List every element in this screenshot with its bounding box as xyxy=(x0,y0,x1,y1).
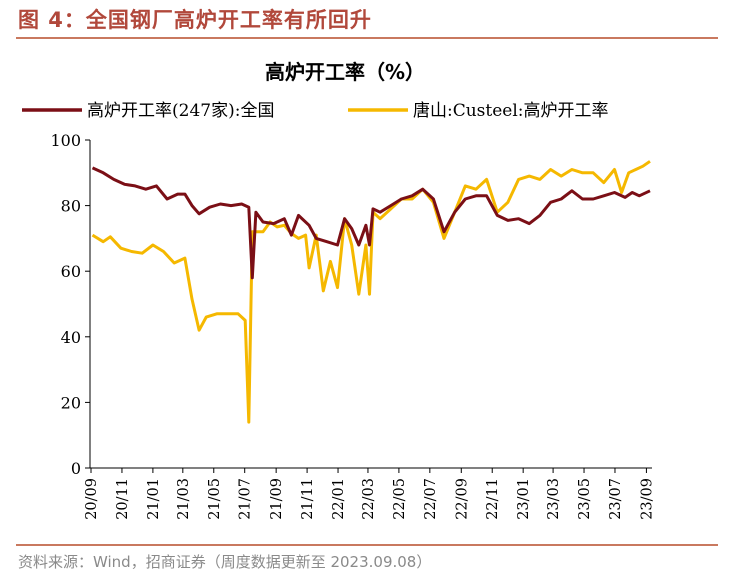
x-tick-label: 22/05 xyxy=(392,478,408,520)
x-tick-label: 22/09 xyxy=(454,478,470,520)
x-tick-label: 21/05 xyxy=(207,478,223,520)
x-tick-label: 22/07 xyxy=(423,478,439,520)
x-tick-label: 21/07 xyxy=(238,478,254,520)
series-line-tangshan xyxy=(91,160,651,424)
x-tick-label: 23/03 xyxy=(546,478,562,520)
y-tick-label: 80 xyxy=(61,197,81,216)
y-tick-label: 0 xyxy=(71,459,81,478)
chart-title: 高炉开工率（%） xyxy=(265,60,425,84)
x-tick-label: 23/05 xyxy=(577,478,593,520)
x-tick-label: 21/03 xyxy=(176,478,192,520)
axes: 0 20 40 60 80 100 20/09 20/11 21/01 21/03 21/05 21/… xyxy=(50,131,655,520)
plot-area xyxy=(91,160,651,424)
x-tick-label: 20/11 xyxy=(115,478,131,520)
legend-label-national: 高炉开工率(247家):全国 xyxy=(87,101,274,121)
x-tick-label: 23/01 xyxy=(516,478,532,520)
x-tick-label: 21/11 xyxy=(300,478,316,520)
series-line-national xyxy=(91,166,651,280)
x-tick-label: 21/09 xyxy=(269,478,285,520)
bottom-rule xyxy=(16,544,718,546)
figure-title: 图 4：全国钢厂高炉开工率有所回升 xyxy=(18,8,372,32)
x-tick-label: 23/09 xyxy=(639,478,655,520)
x-tick-label: 20/09 xyxy=(84,478,100,520)
x-tick-label: 22/01 xyxy=(331,478,347,520)
x-tick-label: 21/01 xyxy=(146,478,162,520)
legend-label-tangshan: 唐山:Custeel:高炉开工率 xyxy=(413,100,609,121)
x-tick-label: 22/11 xyxy=(485,478,501,520)
x-tick-label: 23/07 xyxy=(608,478,624,520)
y-tick-label: 40 xyxy=(61,328,81,347)
x-tick-label: 22/03 xyxy=(361,478,377,520)
top-rule xyxy=(16,37,718,39)
y-tick-label: 20 xyxy=(61,393,81,412)
y-tick-label: 100 xyxy=(50,131,81,150)
y-tick-label: 60 xyxy=(61,262,81,281)
source-note: 资料来源：Wind，招商证券（周度数据更新至 2023.09.08） xyxy=(18,553,432,571)
